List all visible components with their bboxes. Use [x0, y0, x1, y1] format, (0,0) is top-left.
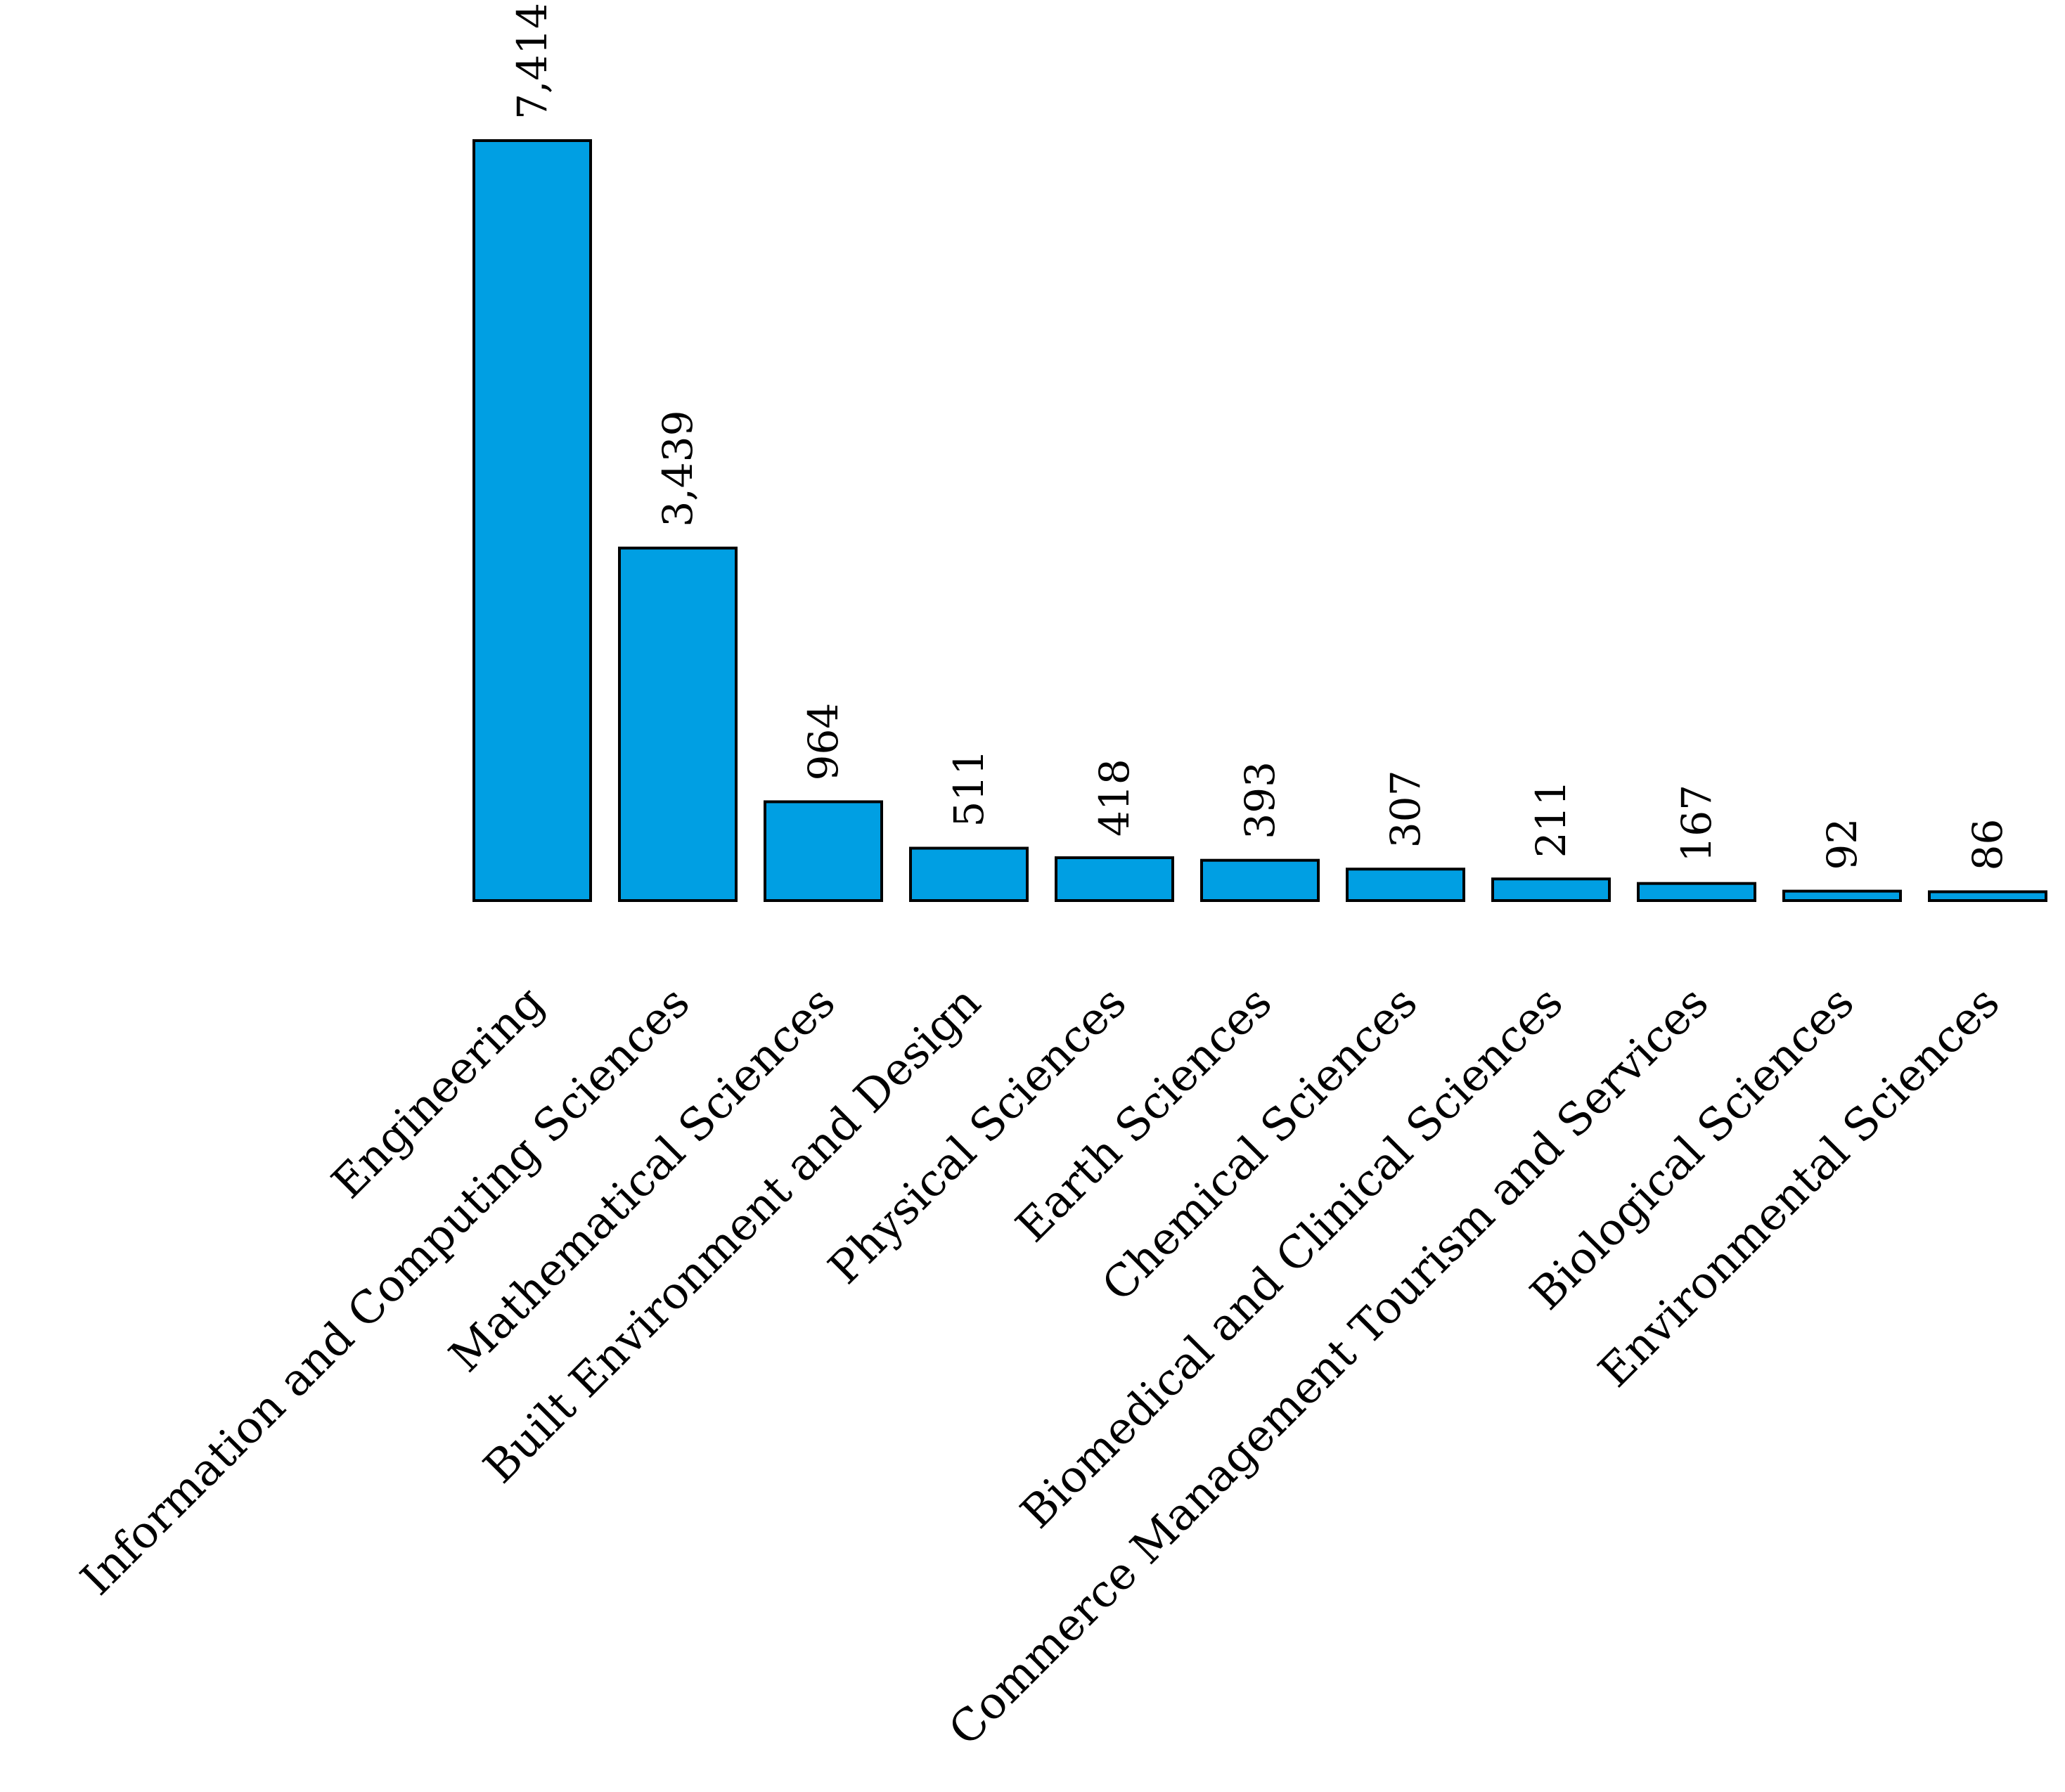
category-label-2: Information and Computing Sciences — [71, 976, 700, 1605]
value-labels-group: 7,414 3,439 964 511 418 393 307 211 167 92 86 — [508, 3, 2012, 871]
value-label-5: 418 — [1091, 759, 1138, 837]
bar-10 — [1782, 889, 1902, 903]
bar-1 — [472, 139, 592, 902]
value-label-1: 7,414 — [508, 3, 556, 120]
bar-5 — [1055, 856, 1174, 903]
bar-4 — [909, 846, 1029, 903]
bar-3 — [764, 800, 883, 902]
value-label-2: 3,439 — [654, 411, 702, 527]
bar-6 — [1200, 858, 1320, 902]
value-label-8: 211 — [1527, 780, 1575, 858]
value-label-11: 86 — [1964, 819, 2012, 871]
category-label-8: Biomedical and Clinical Sciences — [1011, 976, 1573, 1538]
value-label-4: 511 — [945, 749, 993, 827]
value-label-10: 92 — [1818, 818, 1866, 870]
value-label-9: 167 — [1673, 785, 1720, 863]
value-label-6: 393 — [1236, 761, 1284, 839]
bar-9 — [1637, 882, 1756, 902]
bar-7 — [1346, 868, 1465, 902]
bar-2 — [618, 546, 738, 902]
bars-group — [472, 139, 2047, 903]
bar-11 — [1928, 890, 2047, 902]
value-label-3: 964 — [799, 703, 847, 781]
value-label-7: 307 — [1382, 771, 1429, 849]
category-label-6: Earth Sciences — [1006, 976, 1282, 1252]
bar-8 — [1491, 877, 1611, 903]
